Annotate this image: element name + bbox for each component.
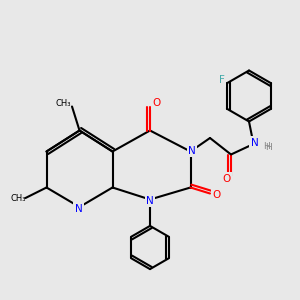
Text: H: H [264, 142, 270, 151]
Text: O: O [152, 98, 161, 109]
Text: F: F [219, 75, 224, 85]
Text: O: O [212, 190, 221, 200]
Text: F: F [219, 75, 224, 85]
Text: CH₃: CH₃ [55, 99, 71, 108]
Text: N: N [146, 196, 154, 206]
Text: N: N [188, 146, 196, 156]
Text: O: O [222, 173, 231, 184]
Text: CH₃: CH₃ [10, 194, 26, 203]
Text: N: N [146, 196, 154, 206]
Text: N: N [250, 137, 258, 148]
Text: N: N [75, 203, 83, 214]
Text: N: N [75, 203, 83, 213]
Text: O: O [152, 98, 161, 109]
Text: H: H [265, 142, 272, 152]
Text: N: N [250, 137, 258, 148]
Text: N: N [188, 146, 196, 156]
Text: O: O [212, 190, 221, 200]
Text: O: O [222, 173, 231, 184]
